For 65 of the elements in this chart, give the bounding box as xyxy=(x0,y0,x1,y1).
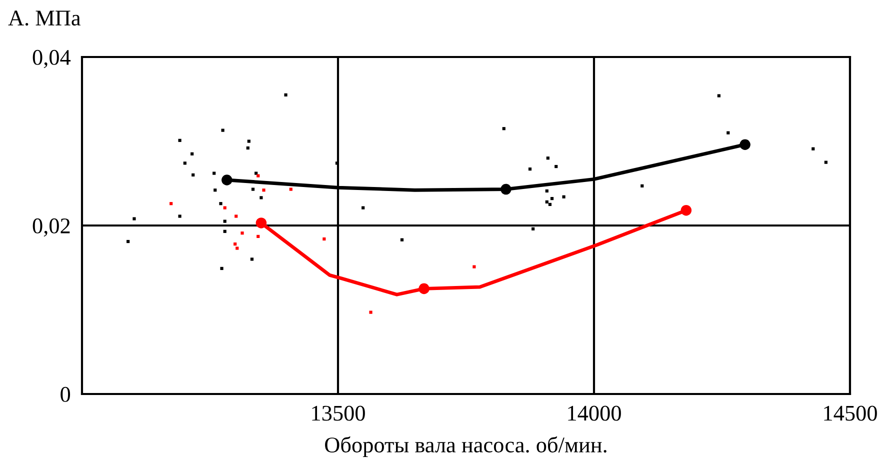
x-tick-label: 14000 xyxy=(568,406,621,421)
point xyxy=(812,147,815,150)
point xyxy=(190,152,194,156)
point xyxy=(262,188,266,192)
x-tick-label: 14500 xyxy=(824,406,877,421)
point xyxy=(548,202,552,206)
point xyxy=(219,202,222,206)
point xyxy=(400,238,404,242)
point xyxy=(234,242,237,246)
point xyxy=(222,174,232,186)
point xyxy=(221,128,224,132)
point xyxy=(554,164,558,168)
point xyxy=(220,266,224,270)
point xyxy=(234,214,238,218)
x-axis-title: Обороты вала насоса. об/мин. xyxy=(325,436,606,458)
point xyxy=(680,204,692,216)
point xyxy=(170,202,173,206)
point xyxy=(640,184,644,188)
y-tick-label: 0 xyxy=(60,386,70,402)
point xyxy=(472,265,476,268)
y-tick-label: 0,04 xyxy=(32,50,71,68)
point xyxy=(223,220,226,223)
point xyxy=(247,140,250,143)
point xyxy=(250,258,254,261)
point xyxy=(236,246,239,250)
point xyxy=(256,218,267,228)
point xyxy=(240,232,244,235)
point xyxy=(550,196,554,200)
point xyxy=(223,230,226,233)
point xyxy=(192,173,195,177)
point xyxy=(322,237,326,241)
point xyxy=(214,188,217,192)
point xyxy=(284,93,288,96)
point xyxy=(362,206,365,210)
point xyxy=(183,162,186,165)
point xyxy=(256,234,260,238)
point xyxy=(546,156,550,160)
point xyxy=(212,172,216,175)
point xyxy=(500,184,512,195)
point xyxy=(502,127,506,130)
point xyxy=(369,310,372,314)
y-tick-label: 0,02 xyxy=(32,218,70,237)
y-axis-title: А. МПа xyxy=(8,10,81,26)
point xyxy=(532,227,535,230)
point xyxy=(289,188,292,191)
point xyxy=(418,283,430,294)
point xyxy=(726,131,730,134)
point xyxy=(740,139,750,150)
point xyxy=(132,217,136,220)
point xyxy=(545,200,548,204)
point xyxy=(528,168,532,171)
point xyxy=(178,214,182,218)
x-tick-label: 13500 xyxy=(312,406,365,421)
point xyxy=(260,196,263,200)
point xyxy=(251,188,255,191)
point xyxy=(562,195,566,198)
point xyxy=(824,160,828,164)
point xyxy=(126,240,130,244)
point xyxy=(256,174,260,178)
point xyxy=(717,94,720,98)
point xyxy=(254,172,258,175)
point xyxy=(246,146,250,150)
point xyxy=(178,138,182,142)
point xyxy=(223,206,226,210)
point xyxy=(545,189,548,193)
